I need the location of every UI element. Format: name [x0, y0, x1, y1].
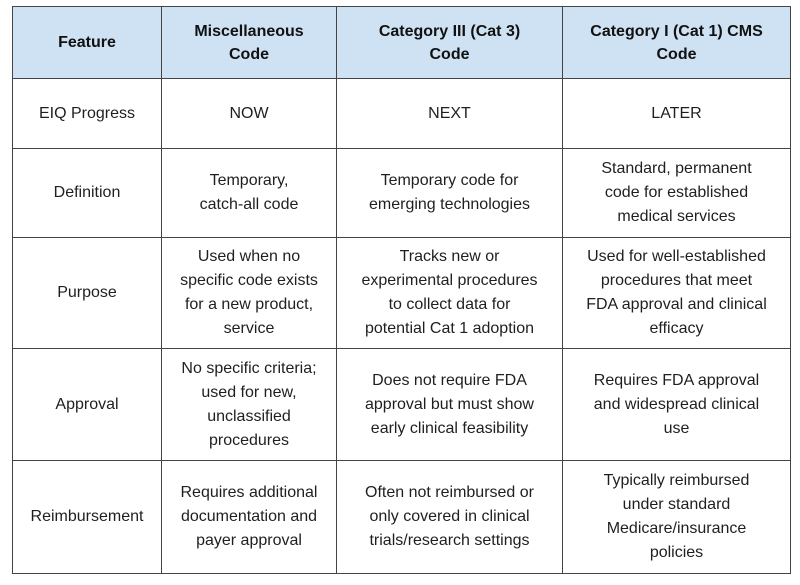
cell-feature: Approval [12, 348, 162, 461]
cell-miscellaneous: No specific criteria; used for new, uncl… [161, 348, 337, 461]
cell-feature: Definition [12, 148, 162, 238]
cell-category-iii: Does not require FDA approval but must s… [336, 348, 563, 461]
cell-feature: EIQ Progress [12, 78, 162, 149]
cell-category-iii: Often not reimbursed or only covered in … [336, 460, 563, 574]
cell-category-iii: Temporary code for emerging technologies [336, 148, 563, 238]
cell-miscellaneous: NOW [161, 78, 337, 149]
header-feature: Feature [12, 6, 162, 79]
cell-category-i: Requires FDA approval and widespread cli… [562, 348, 791, 461]
cell-category-i: LATER [562, 78, 791, 149]
header-category-iii-code: Category III (Cat 3) Code [336, 6, 563, 79]
header-miscellaneous-code: Miscellaneous Code [161, 6, 337, 79]
cell-miscellaneous: Used when no specific code exists for a … [161, 237, 337, 349]
table-row-approval: Approval No specific criteria; used for … [12, 348, 791, 461]
cell-category-iii: Tracks new or experimental procedures to… [336, 237, 563, 349]
cell-feature: Purpose [12, 237, 162, 349]
header-category-i-code: Category I (Cat 1) CMS Code [562, 6, 791, 79]
code-comparison-table: Feature Miscellaneous Code Category III … [12, 6, 791, 574]
table-row-definition: Definition Temporary, catch-all code Tem… [12, 148, 791, 238]
header-row: Feature Miscellaneous Code Category III … [12, 6, 791, 79]
cell-miscellaneous: Temporary, catch-all code [161, 148, 337, 238]
table-row-reimbursement: Reimbursement Requires additional docume… [12, 460, 791, 574]
table-row-eiq-progress: EIQ Progress NOW NEXT LATER [12, 78, 791, 149]
cell-category-i: Used for well-established procedures tha… [562, 237, 791, 349]
cell-category-iii: NEXT [336, 78, 563, 149]
table-row-purpose: Purpose Used when no specific code exist… [12, 237, 791, 349]
cell-feature: Reimbursement [12, 460, 162, 574]
cell-category-i: Standard, permanent code for established… [562, 148, 791, 238]
cell-miscellaneous: Requires additional documentation and pa… [161, 460, 337, 574]
cell-category-i: Typically reimbursed under standard Medi… [562, 460, 791, 574]
